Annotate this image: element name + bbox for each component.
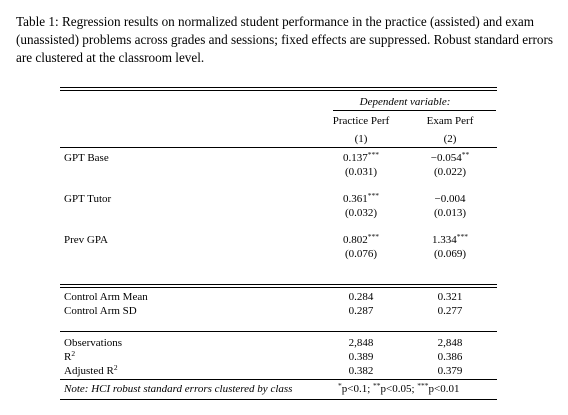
- stat-cell: 0.277: [437, 305, 463, 317]
- bottom-rule: [60, 399, 497, 400]
- top-rule-inner: [60, 90, 497, 91]
- table-caption: Table 1: Regression results on normalize…: [16, 14, 554, 65]
- row-label: GPT Tutor: [64, 193, 112, 205]
- col2-number: (2): [443, 133, 457, 145]
- row-label: R2: [64, 349, 76, 363]
- coef-cell: 1.334***: [432, 232, 468, 246]
- coef-cell: 0.802***: [343, 232, 379, 246]
- significance-legend: *p<0.1; **p<0.05; ***p<0.01: [338, 381, 460, 395]
- coef-cell: −0.004: [434, 193, 466, 205]
- row-label: Observations: [64, 337, 123, 349]
- section-rule: [60, 284, 497, 285]
- coef-cell: −0.054**: [430, 150, 470, 164]
- se-cell: (0.069): [433, 248, 467, 260]
- stat-cell: 0.284: [348, 291, 374, 303]
- row-label: Prev GPA: [64, 234, 108, 246]
- row-label: Control Arm SD: [64, 305, 137, 317]
- stat-cell: 0.321: [437, 291, 463, 303]
- stat-cell: 0.389: [348, 351, 374, 363]
- stat-cell: 0.386: [437, 351, 463, 363]
- col1-header: Practice Perf: [332, 115, 390, 127]
- section-rule-inner: [60, 287, 497, 288]
- table-note: Note: HCI robust standard errors cluster…: [64, 383, 293, 395]
- stats-rule: [60, 331, 497, 332]
- stat-cell: 2,848: [437, 337, 463, 349]
- coef-cell: 0.137***: [343, 150, 379, 164]
- coef-cell: 0.361***: [343, 191, 379, 205]
- row-label: Control Arm Mean: [64, 291, 148, 303]
- col2-header: Exam Perf: [426, 115, 474, 127]
- row-label: GPT Base: [64, 152, 109, 164]
- header-rule: [333, 110, 496, 111]
- se-cell: (0.031): [344, 166, 378, 178]
- row-label: Adjusted R2: [64, 363, 118, 377]
- stat-cell: 0.287: [348, 305, 374, 317]
- top-rule: [60, 87, 497, 88]
- se-cell: (0.032): [344, 207, 378, 219]
- se-cell: (0.076): [344, 248, 378, 260]
- col1-number: (1): [354, 133, 368, 145]
- header-bottom-rule: [60, 147, 497, 148]
- note-rule: [60, 379, 497, 380]
- dependent-variable-label: Dependent variable:: [359, 96, 451, 108]
- stat-cell: 0.379: [437, 365, 463, 377]
- stat-cell: 2,848: [348, 337, 374, 349]
- stat-cell: 0.382: [348, 365, 374, 377]
- se-cell: (0.013): [433, 207, 467, 219]
- se-cell: (0.022): [433, 166, 467, 178]
